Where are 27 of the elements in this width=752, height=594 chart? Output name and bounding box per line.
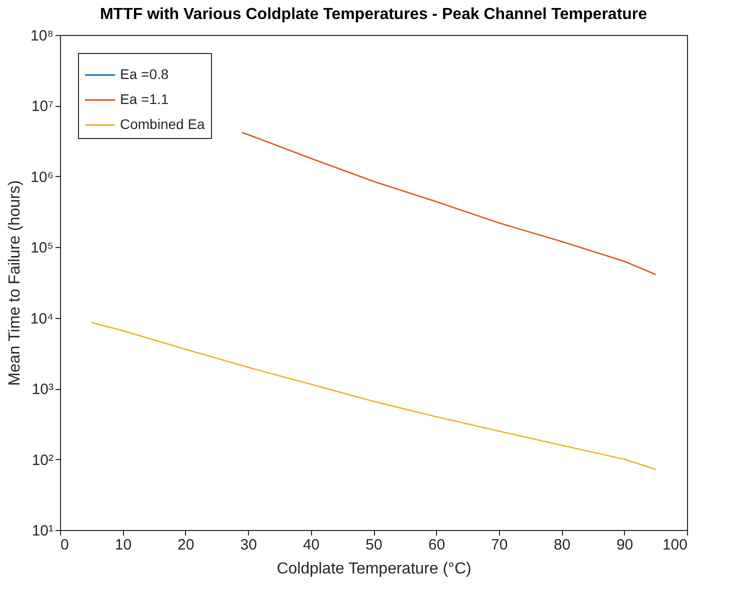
x-tick-label: 100	[662, 536, 688, 554]
legend-label: Ea =1.1	[120, 91, 169, 107]
x-tick-label: 60	[428, 536, 446, 554]
y-tick-label: 10²	[32, 452, 54, 469]
y-tick-label: 10⁷	[31, 98, 54, 116]
x-tick-label: 20	[178, 536, 194, 554]
x-tick-label: 40	[302, 536, 320, 554]
y-tick-label: 10⁵	[30, 240, 54, 257]
y-axis-title: Mean Time to Failure (hours)	[6, 180, 24, 386]
x-tick-label: 0	[60, 536, 69, 554]
y-tick-label: 10⁴	[30, 310, 54, 328]
x-tick-label: 30	[240, 536, 257, 554]
x-tick-label: 50	[366, 536, 382, 554]
legend-label: Combined Ea	[120, 116, 206, 132]
x-axis-title: Coldplate Temperature (°C)	[276, 560, 472, 578]
y-tick-label: 10⁸	[30, 28, 54, 44]
y-tick-label: 10³	[32, 381, 54, 398]
line-series	[241, 132, 656, 276]
line-series	[90, 322, 656, 470]
x-tick-label: 10	[114, 536, 132, 554]
y-tick-label: 10¹	[32, 522, 54, 540]
x-tick-label: 70	[491, 536, 508, 554]
x-tick-label: 90	[616, 536, 634, 554]
chart-title: MTTF with Various Coldplate Temperatures - Peak Channel Temperature	[100, 6, 648, 23]
legend-label: Ea =0.8	[120, 66, 169, 82]
y-tick-label: 10⁶	[30, 168, 54, 186]
x-tick-label: 80	[554, 536, 570, 554]
